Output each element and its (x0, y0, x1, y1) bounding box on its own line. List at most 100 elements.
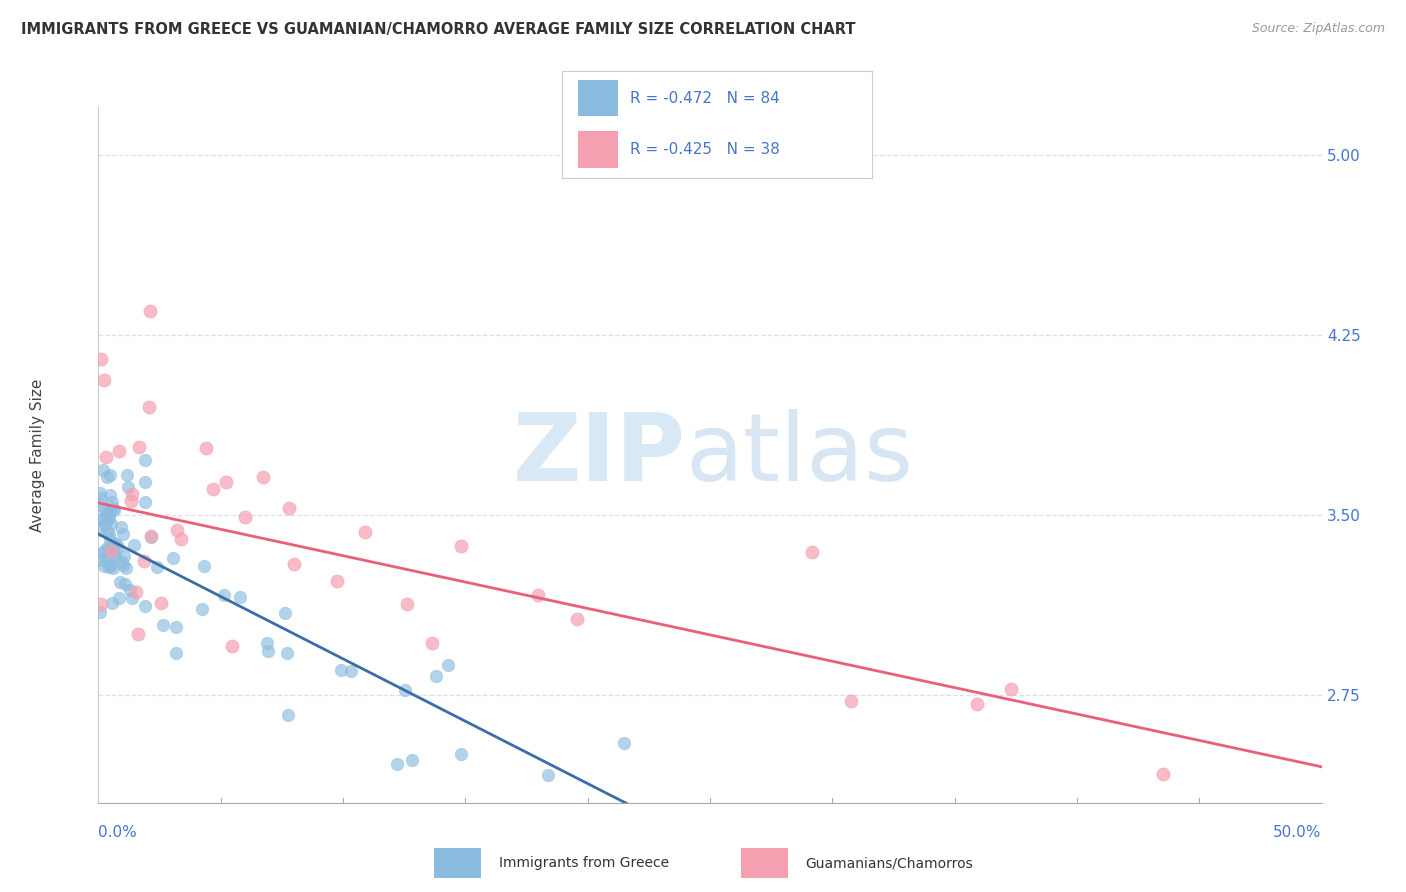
Point (527, 589, 550, 603)
Point (436, 658, 458, 673)
Point (229, 590, 252, 604)
Point (93, 558, 115, 573)
Point (111, 527, 134, 541)
Point (89, 553, 111, 567)
Point (97, 560, 120, 574)
Point (93, 373, 115, 387)
Point (94, 450, 117, 465)
Point (165, 620, 187, 634)
Point (107, 444, 129, 458)
Point (425, 669, 447, 683)
Point (276, 646, 298, 660)
Point (90, 351, 112, 366)
Point (112, 558, 135, 573)
Point (257, 644, 280, 658)
Point (90, 491, 112, 505)
Point (139, 529, 162, 543)
Point (354, 524, 377, 539)
Point (94, 543, 117, 558)
Point (138, 304, 160, 318)
Point (124, 584, 146, 599)
Point (101, 495, 124, 509)
Text: ZIP: ZIP (513, 409, 686, 501)
Point (169, 532, 191, 546)
Point (166, 523, 188, 537)
Point (274, 606, 297, 620)
Point (215, 475, 238, 489)
Point (385, 756, 408, 771)
Point (252, 470, 274, 484)
Point (420, 636, 443, 650)
Point (98, 504, 121, 518)
Point (537, 768, 560, 782)
Bar (578, 80, 619, 116)
Point (128, 440, 150, 454)
Text: IMMIGRANTS FROM GREECE VS GUAMANIAN/CHAMORRO AVERAGE FAMILY SIZE CORRELATION CHA: IMMIGRANTS FROM GREECE VS GUAMANIAN/CHAM… (21, 22, 856, 37)
Point (108, 591, 131, 605)
Point (93, 502, 115, 516)
Point (340, 664, 363, 678)
Point (162, 550, 184, 565)
Point (101, 542, 124, 557)
Point (108, 575, 131, 590)
Point (96, 507, 118, 521)
Point (193, 559, 215, 574)
Point (233, 509, 256, 524)
Point (105, 537, 128, 551)
Point (256, 636, 278, 650)
Point (93, 517, 115, 532)
Text: Average Family Size: Average Family Size (30, 378, 45, 532)
Point (98, 527, 121, 541)
Point (330, 663, 353, 677)
Point (91, 463, 114, 477)
Point (283, 557, 305, 571)
Point (91, 512, 114, 526)
Point (97, 511, 120, 525)
Text: R = -0.425   N = 38: R = -0.425 N = 38 (630, 142, 780, 157)
Point (221, 639, 243, 653)
Point (134, 495, 156, 509)
Point (89, 512, 111, 526)
Point (214, 587, 236, 601)
Point (121, 487, 143, 501)
Point (94, 550, 117, 565)
Bar (578, 131, 619, 168)
Point (91, 546, 114, 560)
Point (146, 560, 169, 574)
Point (100, 543, 122, 558)
Point (121, 591, 143, 605)
Point (114, 561, 136, 575)
Point (394, 682, 416, 697)
Point (132, 554, 155, 568)
Point (100, 533, 122, 547)
Point (966, 697, 988, 711)
Point (89, 605, 111, 619)
Point (100, 596, 122, 610)
Point (1152, 767, 1174, 781)
Point (401, 753, 423, 767)
Point (97, 541, 120, 555)
Point (114, 577, 136, 591)
Point (103, 537, 125, 551)
Point (134, 599, 156, 614)
Bar (433, 848, 481, 878)
Point (165, 646, 187, 660)
Point (100, 558, 122, 573)
Point (101, 549, 124, 564)
Point (104, 548, 127, 562)
Point (839, 694, 862, 708)
Point (112, 549, 135, 563)
Point (139, 530, 162, 544)
Text: atlas: atlas (686, 409, 914, 501)
Text: Immigrants from Greece: Immigrants from Greece (499, 856, 669, 870)
Point (201, 483, 224, 497)
Text: 50.0%: 50.0% (1274, 825, 1322, 840)
Point (90, 598, 112, 612)
Point (89, 486, 111, 500)
Point (326, 574, 349, 588)
Point (100, 517, 122, 532)
Point (277, 501, 299, 516)
Point (103, 503, 125, 517)
Point (107, 541, 129, 555)
Point (115, 467, 138, 482)
